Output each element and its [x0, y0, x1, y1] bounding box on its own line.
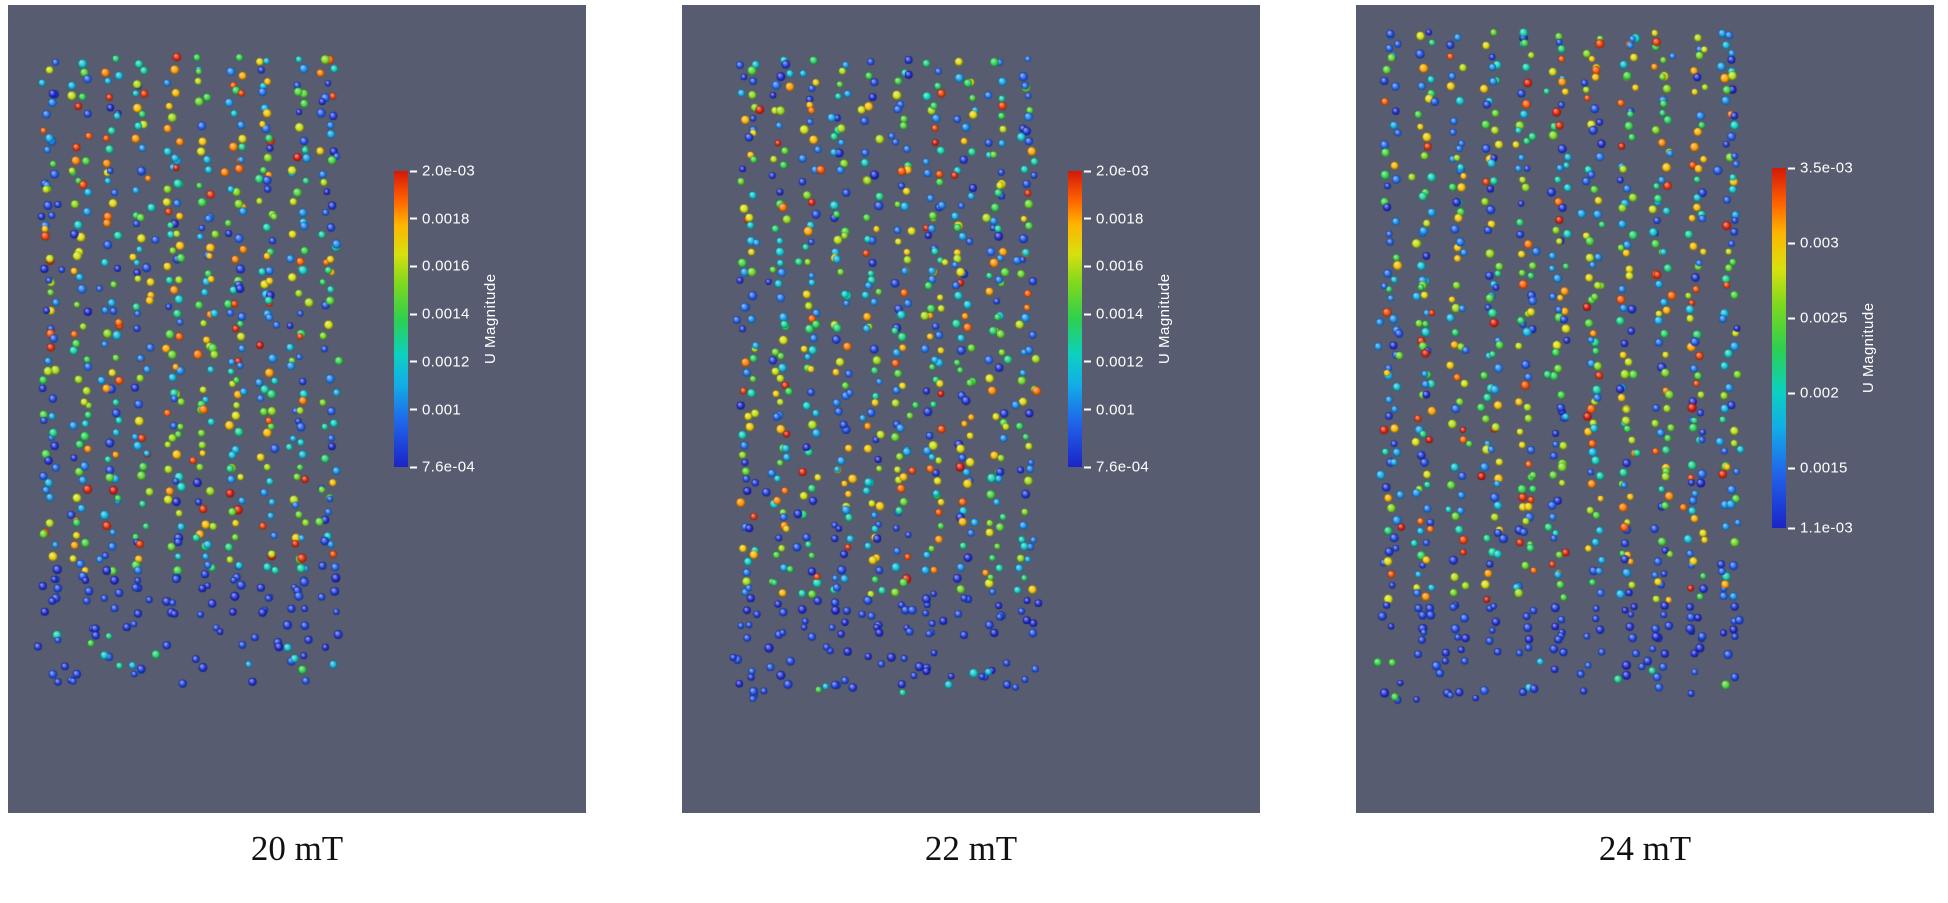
colorbar-tick: 0.0012	[1084, 353, 1144, 370]
colorbar-tick: 0.0018	[1084, 210, 1144, 227]
tick-mark	[1788, 167, 1795, 169]
colorbar-tick: 3.5e-03	[1788, 160, 1853, 177]
colorbar-tick-label: 2.0e-03	[1096, 162, 1149, 180]
tick-mark	[1084, 408, 1091, 411]
particle-cloud-canvas	[8, 5, 586, 813]
colorbar-tick-label: 0.0014	[1096, 305, 1144, 323]
viewport-panel-3: 3.5e-03 0.003 0.0025 0.002 0.0015 1.1e-03 U M…	[1356, 5, 1934, 813]
colorbar-tick: 0.0025	[1788, 310, 1848, 327]
tick-mark	[410, 360, 417, 363]
tick-mark	[410, 170, 417, 172]
colorbar-tick-label: 7.6e-04	[422, 458, 475, 476]
colorbar-title: U Magnitude	[1860, 302, 1877, 394]
colorbar-tick-label: 0.0014	[422, 305, 470, 323]
tick-mark	[410, 313, 417, 316]
colorbar-tick: 0.0014	[1084, 306, 1144, 323]
viewport-panel-2: 2.0e-03 0.0018 0.0016 0.0014 0.0012 0.001 7.6e…	[682, 5, 1260, 813]
colorbar-tick-label: 0.0012	[422, 353, 470, 371]
colorbar-tick-label: 0.003	[1800, 234, 1840, 252]
colorbar-tick-label: 0.0015	[1800, 459, 1848, 477]
colorbar-tick-label: 3.5e-03	[1800, 159, 1853, 177]
tick-mark	[410, 217, 417, 220]
colorbar-tick: 0.0016	[1084, 258, 1144, 275]
particle-cloud-canvas	[1356, 5, 1934, 813]
colorbar-tick-label: 0.0016	[422, 257, 470, 275]
colorbar-tick: 2.0e-03	[410, 163, 475, 180]
panel-caption: 22 mT	[924, 829, 1018, 868]
tick-mark	[1788, 467, 1795, 469]
colorbar-ticks: 2.0e-03 0.0018 0.0016 0.0014 0.0012 0.001 7.6e…	[1084, 163, 1234, 476]
colorbar-tick: 0.001	[1084, 401, 1135, 418]
panel-caption: 24 mT	[1598, 829, 1692, 868]
colorbar-gradient-bar	[1068, 171, 1082, 467]
colorbar-tick-label: 0.0018	[1096, 210, 1144, 228]
colorbar-tick: 0.0012	[410, 353, 470, 370]
panel-caption: 20 mT	[250, 829, 344, 868]
colorbar-tick-label: 0.0012	[1096, 353, 1144, 371]
colorbar-tick-label: 2.0e-03	[422, 162, 475, 180]
colorbar-tick: 0.0015	[1788, 460, 1848, 477]
colorbar-tick-label: 0.001	[422, 401, 462, 419]
colorbar-tick-label: 0.001	[1096, 401, 1136, 419]
colorbar-gradient-bar	[1772, 168, 1786, 528]
colorbar-gradient-bar	[394, 171, 408, 467]
colorbar: 2.0e-03 0.0018 0.0016 0.0014 0.0012 0.001 7.6e…	[394, 163, 574, 476]
colorbar-tick: 0.0016	[410, 258, 470, 275]
tick-mark	[1788, 242, 1795, 244]
colorbar-tick-label: 0.002	[1800, 384, 1840, 402]
viewport-panel-1: 2.0e-03 0.0018 0.0016 0.0014 0.0012 0.001 7.6e…	[8, 5, 586, 813]
colorbar-ticks: 2.0e-03 0.0018 0.0016 0.0014 0.0012 0.001 7.6e…	[410, 163, 560, 476]
tick-mark	[1788, 317, 1795, 319]
tick-mark	[1084, 265, 1091, 268]
tick-mark	[410, 265, 417, 268]
colorbar-tick: 7.6e-04	[410, 459, 475, 476]
particle-cloud-canvas	[682, 5, 1260, 813]
tick-mark	[1084, 360, 1091, 363]
colorbar-tick: 0.0014	[410, 306, 470, 323]
colorbar-tick-label: 7.6e-04	[1096, 458, 1149, 476]
colorbar-ticks: 3.5e-03 0.003 0.0025 0.002 0.0015 1.1e-03	[1788, 160, 1934, 537]
caption-row: 20 mT 22 mT 24 mT	[0, 829, 1948, 869]
colorbar: 2.0e-03 0.0018 0.0016 0.0014 0.0012 0.001 7.6e…	[1068, 163, 1248, 476]
colorbar-tick-label: 0.0025	[1800, 309, 1848, 327]
tick-mark	[1788, 392, 1795, 394]
tick-mark	[1084, 170, 1091, 172]
colorbar-title: U Magnitude	[1156, 273, 1173, 365]
colorbar: 3.5e-03 0.003 0.0025 0.002 0.0015 1.1e-03 U M…	[1772, 160, 1934, 537]
tick-mark	[1084, 313, 1091, 316]
viewport-row: 2.0e-03 0.0018 0.0016 0.0014 0.0012 0.001 7.6e…	[8, 5, 1934, 813]
tick-mark	[410, 408, 417, 411]
colorbar-tick-label: 0.0018	[422, 210, 470, 228]
colorbar-tick: 0.002	[1788, 385, 1839, 402]
colorbar-tick: 0.003	[1788, 235, 1839, 252]
tick-mark	[1084, 217, 1091, 220]
colorbar-tick: 2.0e-03	[1084, 163, 1149, 180]
colorbar-tick-label: 0.0016	[1096, 257, 1144, 275]
tick-mark	[410, 466, 417, 468]
tick-mark	[1788, 527, 1795, 529]
colorbar-tick: 1.1e-03	[1788, 520, 1853, 537]
tick-mark	[1084, 466, 1091, 468]
colorbar-title: U Magnitude	[482, 273, 499, 365]
colorbar-tick-label: 1.1e-03	[1800, 519, 1853, 537]
colorbar-tick: 0.001	[410, 401, 461, 418]
colorbar-tick: 7.6e-04	[1084, 459, 1149, 476]
colorbar-tick: 0.0018	[410, 210, 470, 227]
